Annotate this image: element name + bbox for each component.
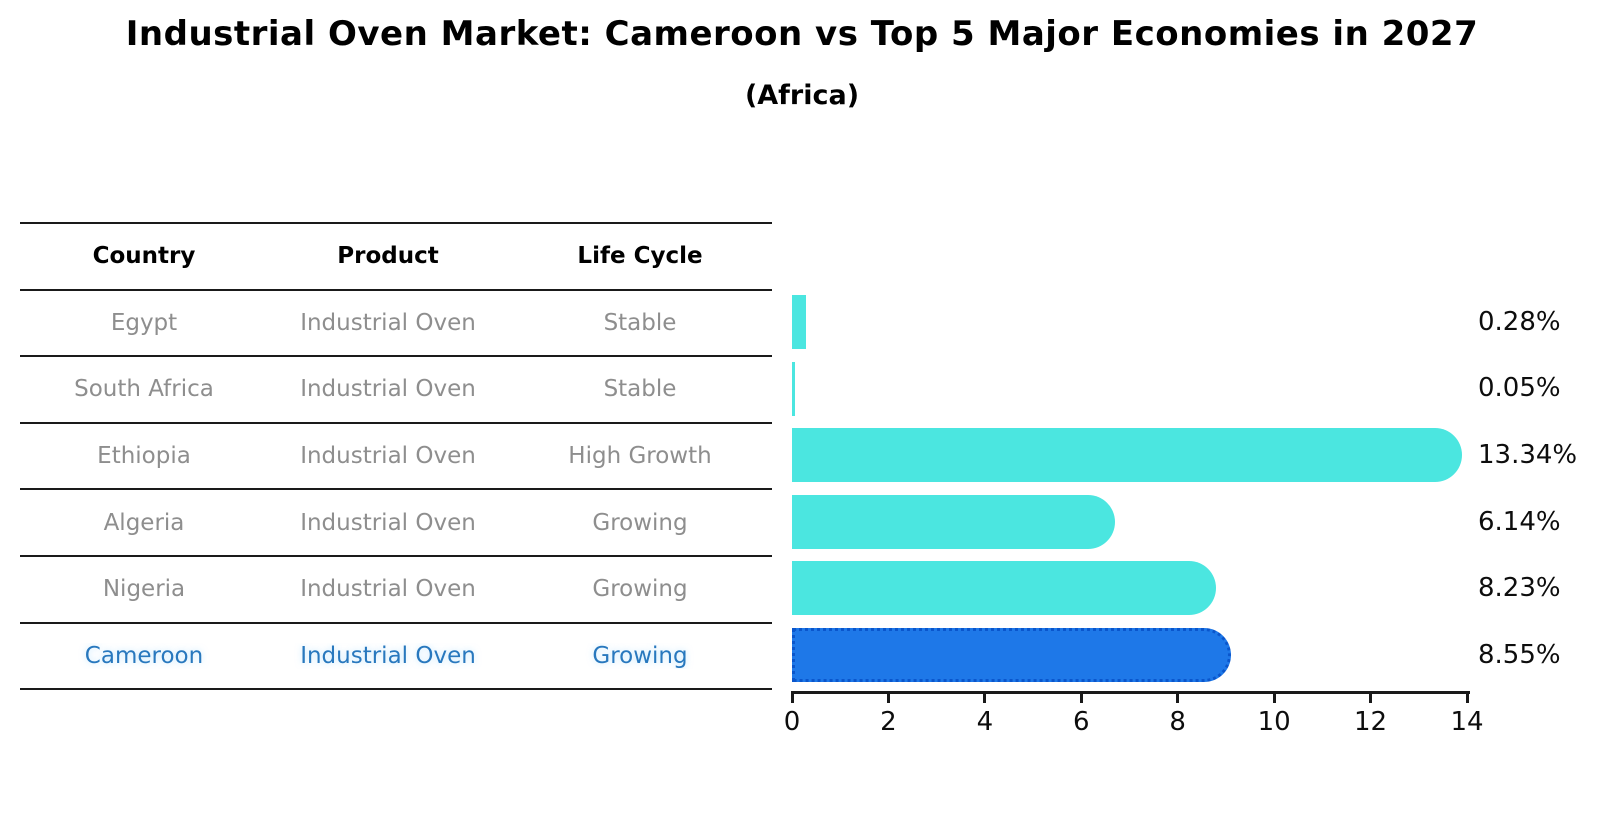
life-cycle-cell: High Growth bbox=[568, 443, 712, 470]
country-cell: Ethiopia bbox=[97, 443, 191, 470]
bar-algeria bbox=[792, 494, 1116, 549]
x-axis-line bbox=[791, 691, 1470, 694]
table-header-row: Country Product Life Cycle bbox=[20, 222, 772, 289]
table-row: Egypt Industrial Oven Stable bbox=[20, 288, 772, 356]
table-row: Ethiopia Industrial Oven High Growth bbox=[20, 421, 772, 489]
value-label: 13.34% bbox=[1478, 440, 1578, 471]
x-axis-tick-label: 6 bbox=[1073, 707, 1090, 737]
value-label: 6.14% bbox=[1478, 506, 1561, 537]
country-cell: Cameroon bbox=[84, 642, 204, 669]
x-axis-tick-label: 14 bbox=[1450, 707, 1484, 737]
x-axis-tick bbox=[1176, 691, 1180, 703]
bar-cameroon bbox=[792, 627, 1232, 682]
country-cell: Nigeria bbox=[102, 576, 186, 603]
x-axis-tick bbox=[886, 691, 890, 703]
bar-nigeria bbox=[792, 561, 1216, 616]
product-cell: Industrial Oven bbox=[300, 443, 476, 470]
life-cycle-cell: Growing bbox=[592, 576, 688, 603]
country-cell: South Africa bbox=[74, 376, 214, 403]
x-axis-tick-label: 10 bbox=[1257, 707, 1291, 737]
life-cycle-cell: Growing bbox=[592, 509, 688, 536]
country-cell: Algeria bbox=[103, 509, 185, 536]
x-axis-tick-label: 2 bbox=[880, 707, 897, 737]
x-axis-tick bbox=[1272, 691, 1276, 703]
x-axis-tick bbox=[1079, 691, 1083, 703]
value-label: 0.28% bbox=[1478, 306, 1561, 337]
table-row: South Africa Industrial Oven Stable bbox=[20, 355, 772, 422]
x-axis-tick-label: 12 bbox=[1354, 707, 1388, 737]
product-cell: Industrial Oven bbox=[300, 509, 476, 536]
country-cell: Egypt bbox=[110, 309, 178, 336]
country-table: Country Product Life Cycle Egypt Industr… bbox=[20, 222, 772, 691]
bar-egypt bbox=[792, 294, 806, 349]
column-header-life-cycle: Life Cycle bbox=[577, 243, 703, 270]
chart-subtitle: (Africa) bbox=[744, 80, 860, 111]
table-row: Algeria Industrial Oven Growing bbox=[20, 488, 772, 555]
product-cell: Industrial Oven bbox=[300, 309, 476, 336]
value-label: 8.55% bbox=[1478, 639, 1561, 670]
chart-title: Industrial Oven Market: Cameroon vs Top … bbox=[125, 14, 1479, 54]
x-axis-tick bbox=[790, 691, 794, 703]
product-cell: Industrial Oven bbox=[300, 576, 476, 603]
x-axis-tick-label: 4 bbox=[976, 707, 994, 737]
table-row: Nigeria Industrial Oven Growing bbox=[20, 554, 772, 622]
value-label: 8.23% bbox=[1478, 573, 1561, 604]
x-axis-tick bbox=[983, 691, 987, 703]
x-axis-tick bbox=[1369, 691, 1373, 703]
life-cycle-cell: Stable bbox=[603, 376, 677, 403]
bar-ethiopia bbox=[792, 428, 1463, 483]
column-header-country: Country bbox=[92, 243, 196, 270]
product-cell: Industrial Oven bbox=[300, 376, 476, 403]
x-axis-tick-label: 8 bbox=[1169, 707, 1186, 737]
x-axis-tick-label: 0 bbox=[783, 707, 801, 737]
table-row: Cameroon Industrial Oven Growing bbox=[20, 621, 772, 689]
value-label: 0.05% bbox=[1478, 373, 1561, 404]
life-cycle-cell: Stable bbox=[603, 309, 677, 336]
x-axis-tick bbox=[1465, 691, 1469, 703]
bar-south-africa bbox=[792, 361, 795, 416]
product-cell: Industrial Oven bbox=[300, 642, 476, 669]
life-cycle-cell: Growing bbox=[592, 642, 688, 669]
column-header-product: Product bbox=[337, 243, 439, 270]
